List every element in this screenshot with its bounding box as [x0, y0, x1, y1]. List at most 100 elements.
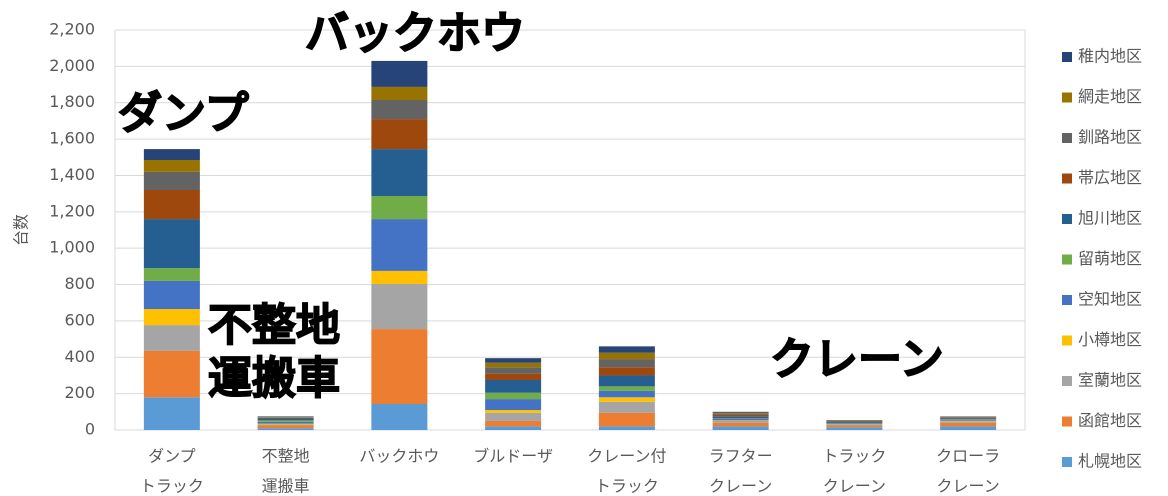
bar-segment: [485, 380, 542, 393]
bar-segment: [826, 421, 883, 422]
bar-segment: [712, 414, 769, 417]
x-tick-label: クレーン: [823, 477, 886, 496]
bar-segment: [143, 160, 200, 172]
bar-segment: [371, 119, 428, 150]
legend-label: 旭川地区: [1078, 209, 1142, 228]
x-tick-label: トラック: [822, 447, 886, 466]
bar-segment: [826, 425, 883, 428]
y-tick-label: 1,400: [49, 165, 95, 184]
bar-segment: [826, 427, 883, 430]
bar-segment: [598, 390, 655, 398]
bar-segment: [371, 196, 428, 220]
bar-segment: [940, 417, 997, 419]
bar-segment: [257, 424, 314, 426]
y-tick-label: 1,000: [49, 238, 95, 257]
annotation: ダンプ: [118, 88, 249, 139]
bar-segment: [371, 219, 428, 271]
x-tick-label: 不整地: [262, 447, 310, 466]
x-tick-label: ブルドーザ: [473, 447, 553, 466]
legend-swatch: [1062, 92, 1072, 103]
bar-segment: [940, 417, 997, 418]
y-axis-label: 台数: [12, 214, 31, 246]
bar-segment: [826, 423, 883, 425]
legend-label: 函館地区: [1078, 411, 1142, 430]
bar-segment: [371, 284, 428, 330]
annotation: バックホウ: [305, 8, 525, 59]
legend-label: 網走地区: [1078, 87, 1142, 106]
bar-segment: [712, 418, 769, 421]
bar-segment: [712, 412, 769, 414]
bar-segment: [257, 418, 314, 421]
legend-label: 札幌地区: [1078, 452, 1142, 471]
bar-segment: [598, 346, 655, 353]
bar-segment: [598, 367, 655, 376]
bar-segment: [712, 416, 769, 419]
bar-segment: [371, 149, 428, 196]
y-tick-label: 200: [64, 383, 95, 402]
bar-segment: [712, 411, 769, 413]
bar-segment: [485, 410, 542, 413]
bar-segment: [940, 419, 997, 421]
y-tick-label: 800: [64, 274, 95, 293]
bar-segment: [257, 423, 314, 425]
legend-label: 釧路地区: [1078, 128, 1142, 147]
bar-segment: [371, 86, 428, 100]
bar-segment: [712, 413, 769, 415]
legend-swatch: [1062, 457, 1072, 467]
bar-segment: [143, 219, 200, 269]
y-tick-label: 1,600: [49, 129, 95, 148]
x-tick-label: トラック: [595, 477, 659, 496]
bar-segment: [485, 399, 542, 410]
bar-segment: [712, 420, 769, 423]
legend-label: 小樽地区: [1078, 330, 1142, 349]
legend-swatch: [1062, 335, 1072, 346]
bar-segment: [826, 424, 883, 426]
bar-segment: [485, 362, 542, 368]
annotation: 不整地: [208, 300, 340, 351]
bar-segment: [371, 270, 428, 284]
x-tick-label: ダンプ: [148, 447, 196, 466]
bar-segment: [826, 420, 883, 422]
bar-segment: [712, 426, 769, 430]
bar-segment: [485, 426, 542, 430]
x-tick-label: 運搬車: [262, 477, 310, 496]
bar-segment: [940, 418, 997, 420]
bar-segment: [598, 397, 655, 402]
bar-segment: [712, 422, 769, 427]
bar-segment: [257, 425, 314, 429]
legend-swatch: [1062, 133, 1072, 143]
bar-segment: [598, 386, 655, 391]
bar-segment: [257, 428, 314, 430]
bar-segment: [257, 417, 314, 418]
bar-segment: [143, 280, 200, 310]
bar-segment: [371, 329, 428, 404]
annotation: クレーン: [770, 334, 944, 385]
bar-segment: [371, 60, 428, 87]
legend-swatch: [1062, 254, 1072, 265]
bar-segment: [598, 375, 655, 387]
legend-label: 室蘭地区: [1078, 371, 1142, 390]
bar-segment: [143, 397, 200, 430]
x-tick-label: クレーン: [937, 477, 1000, 496]
legend-label: 留萌地区: [1078, 249, 1142, 268]
y-tick-label: 2,000: [49, 56, 95, 75]
legend-swatch: [1062, 173, 1072, 184]
bar-segment: [485, 358, 542, 363]
bar-segment: [712, 420, 769, 421]
bar-segment: [143, 325, 200, 351]
legend-swatch: [1062, 295, 1072, 305]
x-tick-label: ラフター: [709, 447, 773, 466]
y-tick-label: 400: [64, 347, 95, 366]
bar-segment: [485, 373, 542, 380]
bar-segment: [940, 426, 997, 430]
bar-segment: [257, 417, 314, 419]
legend-label: 稚内地区: [1078, 47, 1142, 66]
bar-segment: [826, 422, 883, 423]
bar-segment: [485, 392, 542, 400]
bar-segment: [598, 352, 655, 360]
bar-segment: [371, 100, 428, 120]
bar-segment: [598, 359, 655, 368]
y-tick-label: 2,200: [49, 20, 95, 39]
bar-segment: [598, 412, 655, 427]
